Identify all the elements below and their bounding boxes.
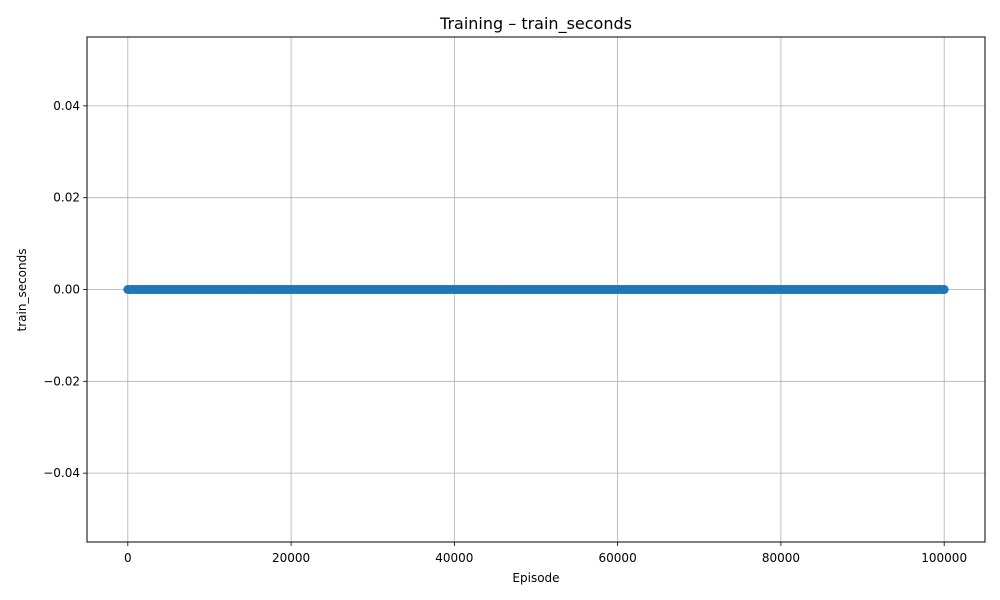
x-tick-label: 40000 — [435, 551, 473, 565]
chart-title: Training – train_seconds — [439, 14, 632, 34]
series — [123, 285, 949, 294]
y-tick-label: 0.02 — [53, 191, 80, 205]
x-tick-label: 20000 — [272, 551, 310, 565]
y-axis-label: train_seconds — [15, 249, 29, 332]
data-point — [939, 285, 949, 294]
x-tick-label: 100000 — [921, 551, 967, 565]
y-tick-label: −0.04 — [43, 466, 80, 480]
y-axis: −0.04 −0.02 0.00 0.02 0.04 — [43, 99, 87, 480]
x-tick-label: 60000 — [599, 551, 637, 565]
x-tick-label: 0 — [124, 551, 132, 565]
y-tick-label: −0.02 — [43, 374, 80, 388]
x-axis: 0 20000 40000 60000 80000 100000 — [124, 542, 967, 565]
x-tick-label: 80000 — [762, 551, 800, 565]
y-tick-label: 0.00 — [53, 283, 80, 297]
y-tick-label: 0.04 — [53, 99, 80, 113]
x-axis-label: Episode — [512, 571, 559, 585]
